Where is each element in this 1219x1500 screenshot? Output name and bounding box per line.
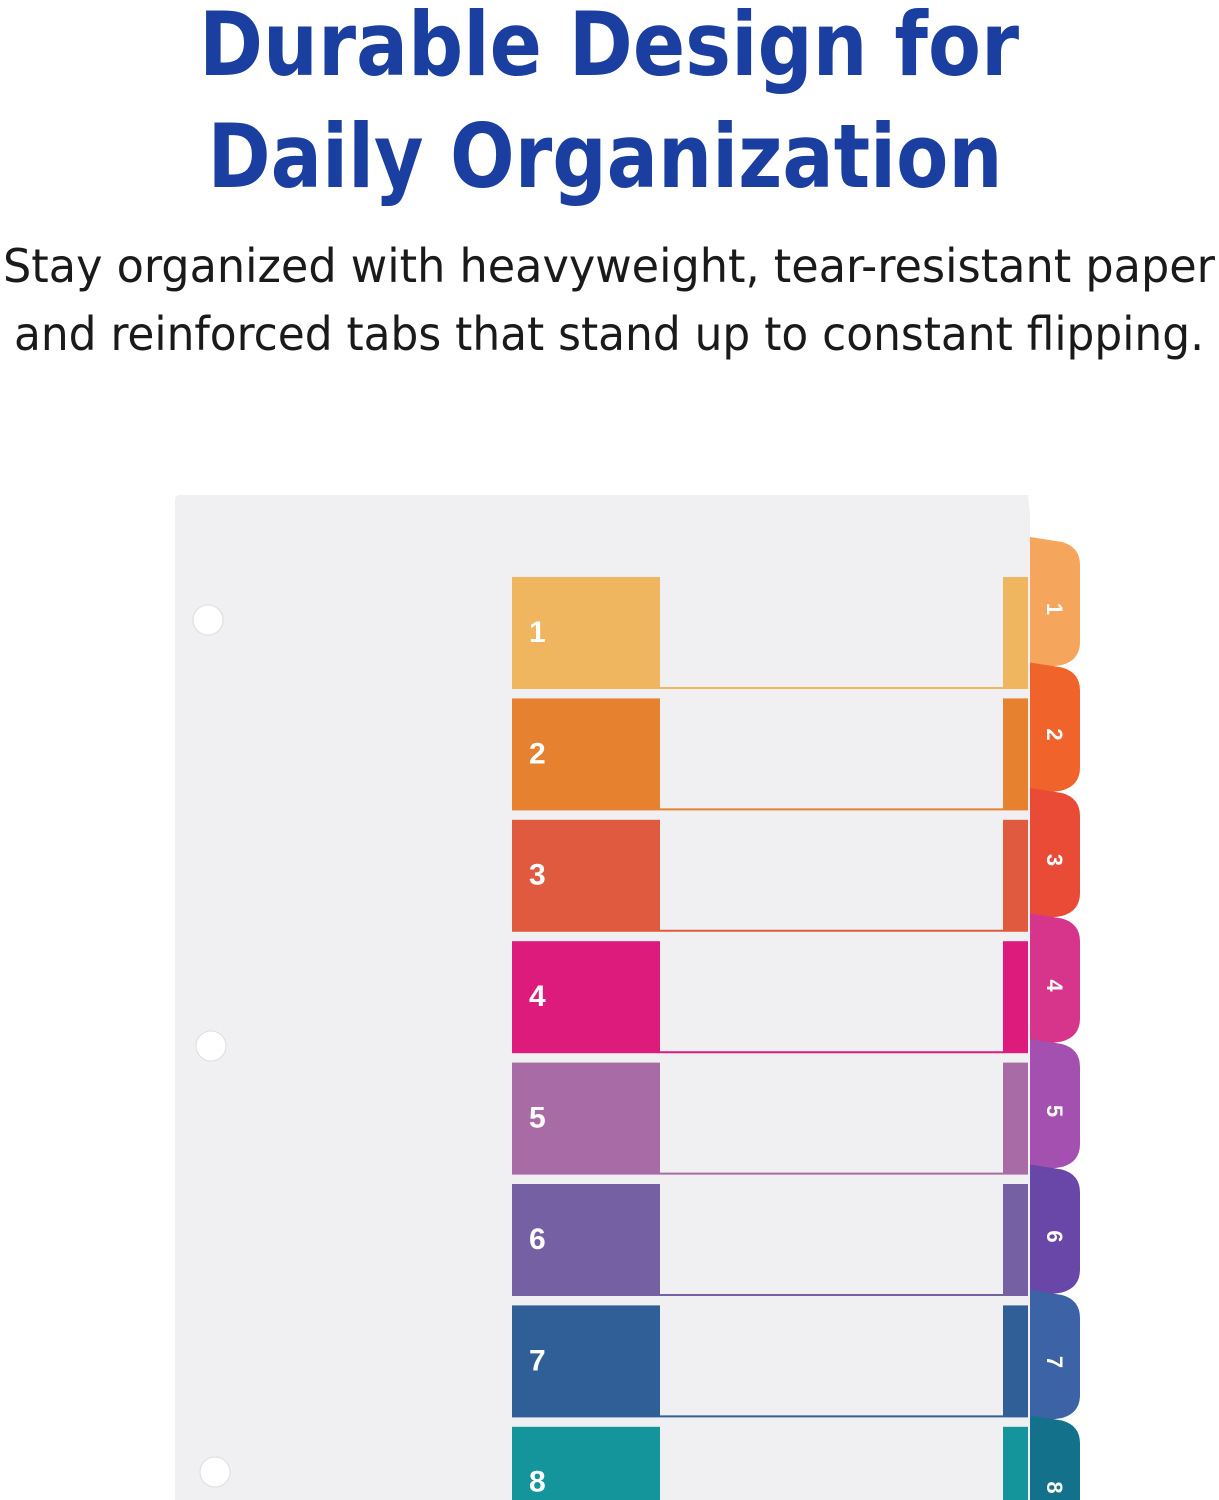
side-tab [1030, 1415, 1080, 1500]
row-block [512, 1305, 660, 1418]
side-tab-number: 8 [1042, 1481, 1067, 1493]
row-block [512, 1426, 660, 1500]
row-strip [1003, 1184, 1028, 1296]
row-number: 2 [529, 737, 546, 770]
row-strip [1003, 577, 1028, 689]
row-strip [1003, 1062, 1028, 1175]
row-number: 7 [529, 1344, 546, 1377]
side-tab-number: 5 [1042, 1105, 1067, 1117]
divider: 1 1 2 2 3 3 4 4 5 5 6 6 7 7 8 8 [175, 495, 1080, 1500]
side-tab-number: 3 [1042, 854, 1067, 866]
side-tab-number: 4 [1042, 979, 1067, 992]
side-tab-number: 2 [1042, 728, 1067, 740]
row-block [512, 577, 660, 689]
subtitle-line: and reinforced tabs that stand up to con… [14, 307, 1204, 361]
side-tab [1030, 788, 1080, 921]
side-tab [1030, 537, 1080, 670]
row-strip [1003, 698, 1028, 811]
row-strip [1003, 1305, 1028, 1418]
title-line: Durable Design for [199, 0, 1019, 96]
row-number: 8 [529, 1466, 546, 1499]
side-tab-number: 1 [1042, 603, 1067, 615]
side-tab-number: 6 [1042, 1230, 1067, 1242]
row-block [512, 698, 660, 811]
hole [192, 604, 224, 636]
row-block [512, 819, 660, 932]
row-block [512, 1062, 660, 1175]
side-tab [1030, 1039, 1080, 1172]
hole [199, 1456, 231, 1488]
row-number: 6 [529, 1223, 546, 1256]
row-block [512, 1184, 660, 1296]
row-block [512, 941, 660, 1054]
row-strip [1003, 819, 1028, 932]
row-strip [1003, 1426, 1028, 1500]
side-tab-number: 7 [1042, 1356, 1067, 1368]
row-number: 1 [529, 616, 546, 649]
side-tab [1030, 662, 1080, 796]
side-tab [1030, 1164, 1080, 1298]
row-strip [1003, 941, 1028, 1054]
side-tab [1030, 913, 1080, 1047]
row-number: 5 [529, 1102, 546, 1135]
title-line: Daily Organization [208, 105, 1003, 208]
row-number: 4 [529, 980, 546, 1013]
side-tab [1030, 1290, 1080, 1423]
subtitle-line: Stay organized with heavyweight, tear-re… [3, 239, 1216, 293]
hole [195, 1030, 227, 1062]
row-number: 3 [529, 859, 546, 892]
